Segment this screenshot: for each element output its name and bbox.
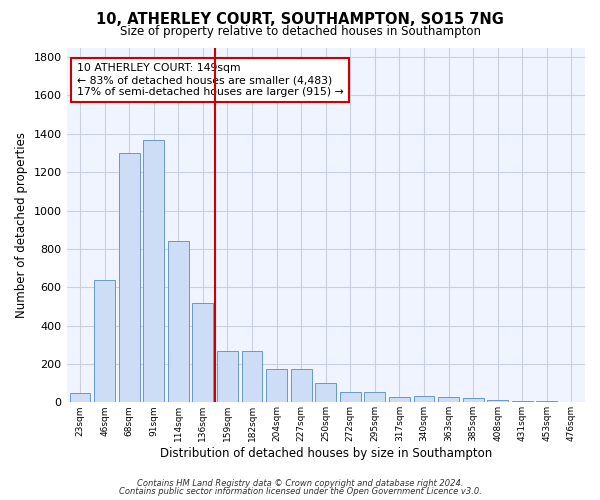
Bar	[316, 383, 336, 402]
Bar	[340, 392, 361, 402]
Bar	[389, 396, 410, 402]
Bar	[70, 392, 91, 402]
Bar	[119, 153, 140, 402]
Bar	[463, 398, 484, 402]
Text: 10, ATHERLEY COURT, SOUTHAMPTON, SO15 7NG: 10, ATHERLEY COURT, SOUTHAMPTON, SO15 7N…	[96, 12, 504, 28]
Bar	[94, 280, 115, 402]
Text: 10 ATHERLEY COURT: 149sqm
← 83% of detached houses are smaller (4,483)
17% of se: 10 ATHERLEY COURT: 149sqm ← 83% of detac…	[77, 64, 344, 96]
Bar	[413, 396, 434, 402]
Bar	[242, 350, 262, 403]
Text: Size of property relative to detached houses in Southampton: Size of property relative to detached ho…	[119, 25, 481, 38]
Bar	[266, 368, 287, 402]
Bar	[364, 392, 385, 402]
Text: Contains public sector information licensed under the Open Government Licence v3: Contains public sector information licen…	[119, 487, 481, 496]
Bar	[291, 368, 311, 402]
Text: Contains HM Land Registry data © Crown copyright and database right 2024.: Contains HM Land Registry data © Crown c…	[137, 478, 463, 488]
Bar	[438, 396, 459, 402]
Bar	[168, 241, 189, 402]
Bar	[487, 400, 508, 402]
Bar	[143, 140, 164, 402]
X-axis label: Distribution of detached houses by size in Southampton: Distribution of detached houses by size …	[160, 447, 492, 460]
Bar	[217, 350, 238, 403]
Y-axis label: Number of detached properties: Number of detached properties	[15, 132, 28, 318]
Bar	[193, 302, 214, 402]
